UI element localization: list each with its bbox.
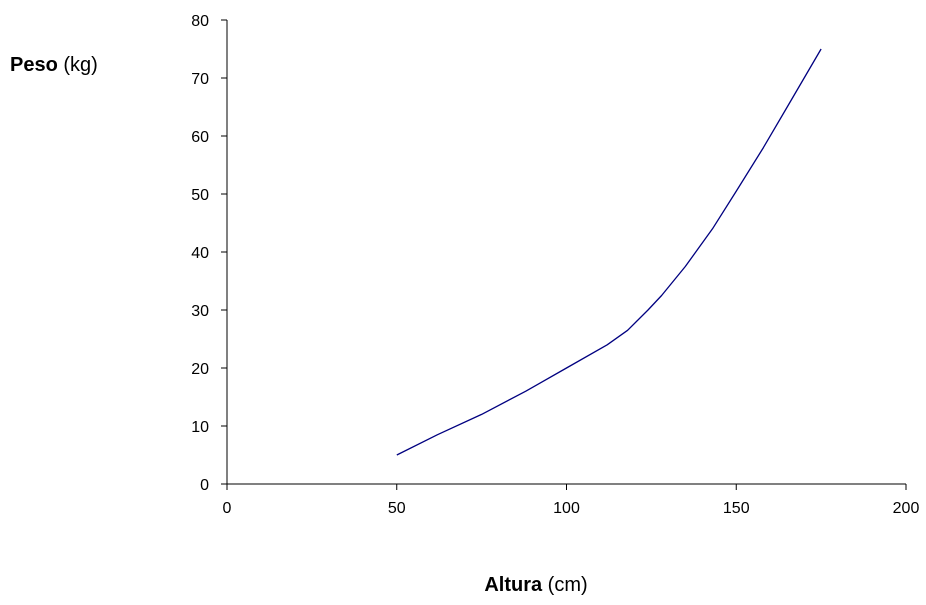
y-axis-title: Peso (kg) — [10, 54, 98, 76]
y-axis-title-main: Peso — [10, 54, 58, 76]
series-group — [397, 49, 821, 455]
x-axis-title-main: Altura — [484, 574, 543, 596]
tick-marks — [221, 20, 906, 490]
y-axis-title-unit: (kg) — [58, 54, 98, 76]
y-tick-label: 70 — [191, 71, 209, 88]
tick-labels: 0 50 100 150 200 0 10 20 30 40 50 60 70 80 — [191, 13, 919, 517]
y-tick-label: 30 — [191, 303, 209, 320]
y-tick-label: 50 — [191, 187, 209, 204]
y-tick-label: 0 — [200, 477, 209, 494]
series-line — [397, 49, 821, 455]
y-tick-label: 40 — [191, 245, 209, 262]
x-tick-label: 0 — [223, 500, 232, 517]
x-tick-label: 50 — [388, 500, 406, 517]
y-tick-label: 60 — [191, 129, 209, 146]
x-axis-title: Altura (cm) — [484, 574, 587, 596]
y-tick-label: 20 — [191, 361, 209, 378]
y-tick-label: 10 — [191, 419, 209, 436]
x-tick-label: 200 — [893, 500, 920, 517]
x-tick-label: 100 — [553, 500, 580, 517]
axes — [227, 20, 906, 484]
x-tick-label: 150 — [723, 500, 750, 517]
x-axis-title-unit: (cm) — [542, 574, 588, 596]
y-tick-label: 80 — [191, 13, 209, 30]
